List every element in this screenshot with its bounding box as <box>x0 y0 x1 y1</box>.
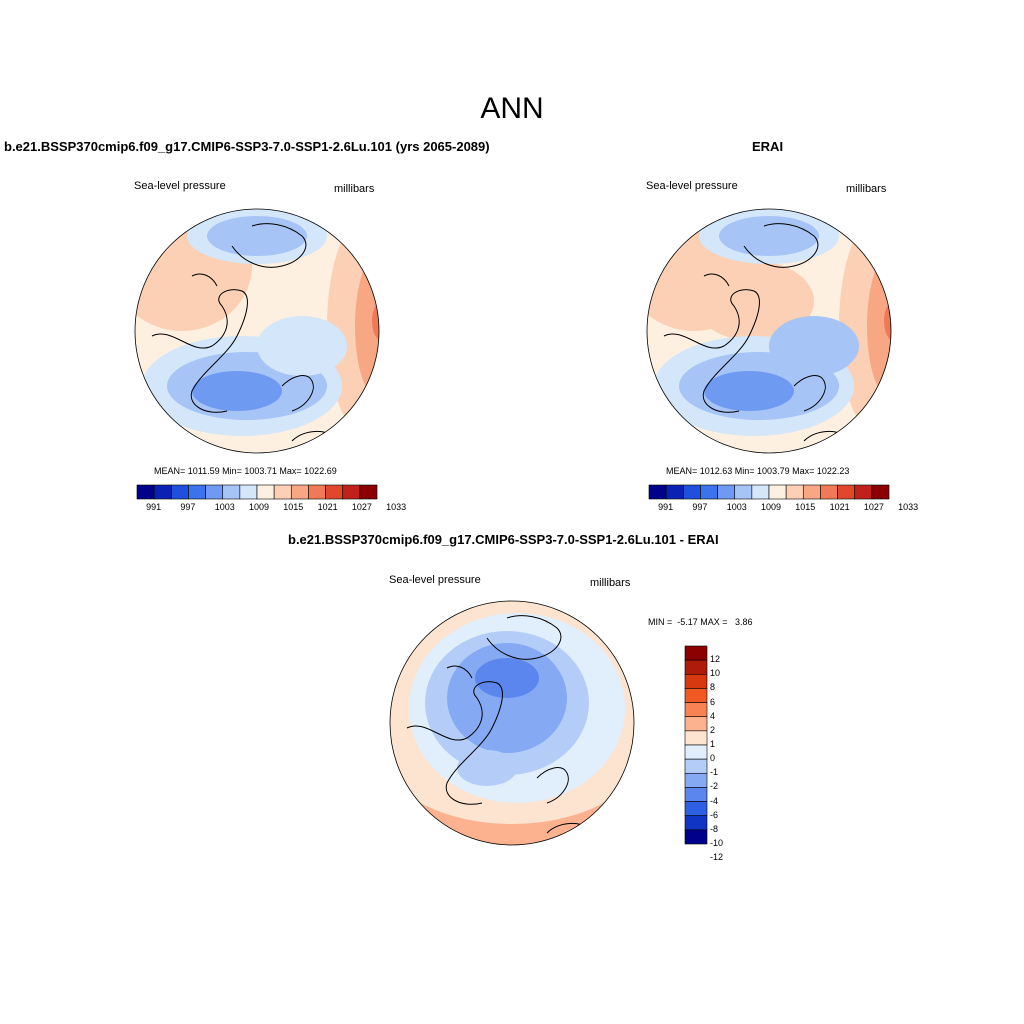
colorbar-tick-label: 1003 <box>726 502 747 512</box>
colorbar-tick-label: 1003 <box>214 502 235 512</box>
colorbar-swatch <box>802 484 821 500</box>
model-colorbar <box>136 484 378 500</box>
colorbar-swatch <box>205 484 224 500</box>
colorbar-swatch <box>871 484 890 500</box>
colorbar-tick-label: 8 <box>710 682 716 693</box>
colorbar-swatch <box>273 484 292 500</box>
colorbar-tick-label: 1027 <box>863 502 884 512</box>
colorbar-swatch <box>682 484 701 500</box>
obs-polar-map <box>646 208 892 454</box>
obs-variable-label: Sea-level pressure <box>646 180 738 192</box>
diff-panel-title: b.e21.BSSP370cmip6.f09_g17.CMIP6-SSP3-7.… <box>288 532 719 547</box>
colorbar-tick-label: 10 <box>710 668 721 679</box>
colorbar-tick-label: -8 <box>710 823 719 834</box>
colorbar-tick-label: 1015 <box>795 502 816 512</box>
colorbar-swatch <box>136 484 155 500</box>
colorbar-swatch <box>222 484 241 500</box>
colorbar-swatch <box>684 659 708 675</box>
colorbar-swatch <box>684 815 708 831</box>
colorbar-swatch <box>359 484 378 500</box>
diff-units-label: millibars <box>590 577 631 589</box>
colorbar-swatch <box>684 801 708 817</box>
model-variable-label: Sea-level pressure <box>134 180 226 192</box>
colorbar-tick-label: 1015 <box>283 502 304 512</box>
colorbar-tick-label: 1033 <box>386 502 407 512</box>
diff-colorbar-labels: 12 10 8 6 4 2 1 0 -1 -2 -4 -6 -8 -10 -12 <box>710 646 740 862</box>
colorbar-swatch <box>785 484 804 500</box>
colorbar-tick-label: 1009 <box>249 502 270 512</box>
colorbar-swatch <box>751 484 770 500</box>
diff-colorbar <box>684 645 708 845</box>
colorbar-swatch <box>684 645 708 661</box>
obs-panel-title: ERAI <box>752 139 784 154</box>
colorbar-tick-label: -4 <box>710 795 719 806</box>
colorbar-swatch <box>768 484 787 500</box>
colorbar-tick-label: 1027 <box>351 502 372 512</box>
colorbar-swatch <box>239 484 258 500</box>
colorbar-tick-label: 2 <box>710 724 716 735</box>
obs-stats: MEAN= 1012.63 Min= 1003.79 Max= 1022.23 <box>666 466 850 476</box>
colorbar-tick-label: -10 <box>710 838 724 848</box>
colorbar-swatch <box>684 787 708 802</box>
colorbar-swatch <box>854 484 873 500</box>
colorbar-swatch <box>700 484 718 500</box>
colorbar-tick-label: -6 <box>710 809 719 820</box>
colorbar-tick-label: 1021 <box>829 502 850 512</box>
colorbar-tick-label: -1 <box>710 767 719 778</box>
colorbar-tick-label: 997 <box>692 502 708 512</box>
colorbar-swatch <box>684 744 708 760</box>
colorbar-tick-label: 997 <box>180 502 196 512</box>
obs-colorbar-labels: 991 997 1003 1009 1015 1021 1027 1033 <box>649 502 918 514</box>
colorbar-swatch <box>684 702 708 718</box>
colorbar-tick-label: 1021 <box>317 502 338 512</box>
diff-polar-map <box>389 600 635 846</box>
colorbar-swatch <box>820 484 838 500</box>
model-colorbar-labels: 991 997 1003 1009 1015 1021 1027 1033 <box>137 502 406 514</box>
colorbar-swatch <box>188 484 206 500</box>
colorbar-swatch <box>290 484 309 500</box>
colorbar-swatch <box>837 484 856 500</box>
colorbar-swatch <box>684 730 708 746</box>
model-stats: MEAN= 1011.59 Min= 1003.71 Max= 1022.69 <box>154 466 337 476</box>
obs-colorbar <box>648 484 890 500</box>
colorbar-swatch <box>325 484 344 500</box>
colorbar-tick-label: 6 <box>710 696 716 707</box>
colorbar-swatch <box>308 484 326 500</box>
colorbar-swatch <box>648 484 667 500</box>
main-title: ANN <box>480 92 544 125</box>
colorbar-swatch <box>684 829 708 845</box>
colorbar-tick-label: 1033 <box>898 502 919 512</box>
colorbar-swatch <box>684 758 708 774</box>
colorbar-swatch <box>684 688 708 703</box>
colorbar-tick-label: 4 <box>710 710 716 721</box>
model-units-label: millibars <box>334 183 375 195</box>
colorbar-swatch <box>170 484 189 500</box>
colorbar-tick-label: -12 <box>710 852 724 863</box>
colorbar-swatch <box>684 716 708 732</box>
model-panel-title: b.e21.BSSP370cmip6.f09_g17.CMIP6-SSP3-7.… <box>4 139 490 154</box>
colorbar-tick-label: 1009 <box>761 502 782 512</box>
colorbar-swatch <box>342 484 361 500</box>
colorbar-swatch <box>256 484 275 500</box>
colorbar-tick-label: 1 <box>710 739 716 749</box>
colorbar-swatch <box>684 772 708 788</box>
diff-minmax: MIN = -5.17 MAX = 3.86 <box>648 617 753 627</box>
model-polar-map <box>134 208 380 454</box>
diff-variable-label: Sea-level pressure <box>389 574 481 586</box>
colorbar-tick-label: 991 <box>146 502 162 512</box>
colorbar-swatch <box>717 484 736 500</box>
colorbar-tick-label: 0 <box>710 753 716 764</box>
colorbar-swatch <box>153 484 172 500</box>
colorbar-swatch <box>665 484 684 500</box>
colorbar-tick-label: 12 <box>710 654 721 665</box>
colorbar-tick-label: -2 <box>710 781 719 792</box>
colorbar-tick-label: 991 <box>658 502 674 512</box>
obs-units-label: millibars <box>846 183 887 195</box>
colorbar-swatch <box>684 673 708 689</box>
colorbar-swatch <box>734 484 753 500</box>
